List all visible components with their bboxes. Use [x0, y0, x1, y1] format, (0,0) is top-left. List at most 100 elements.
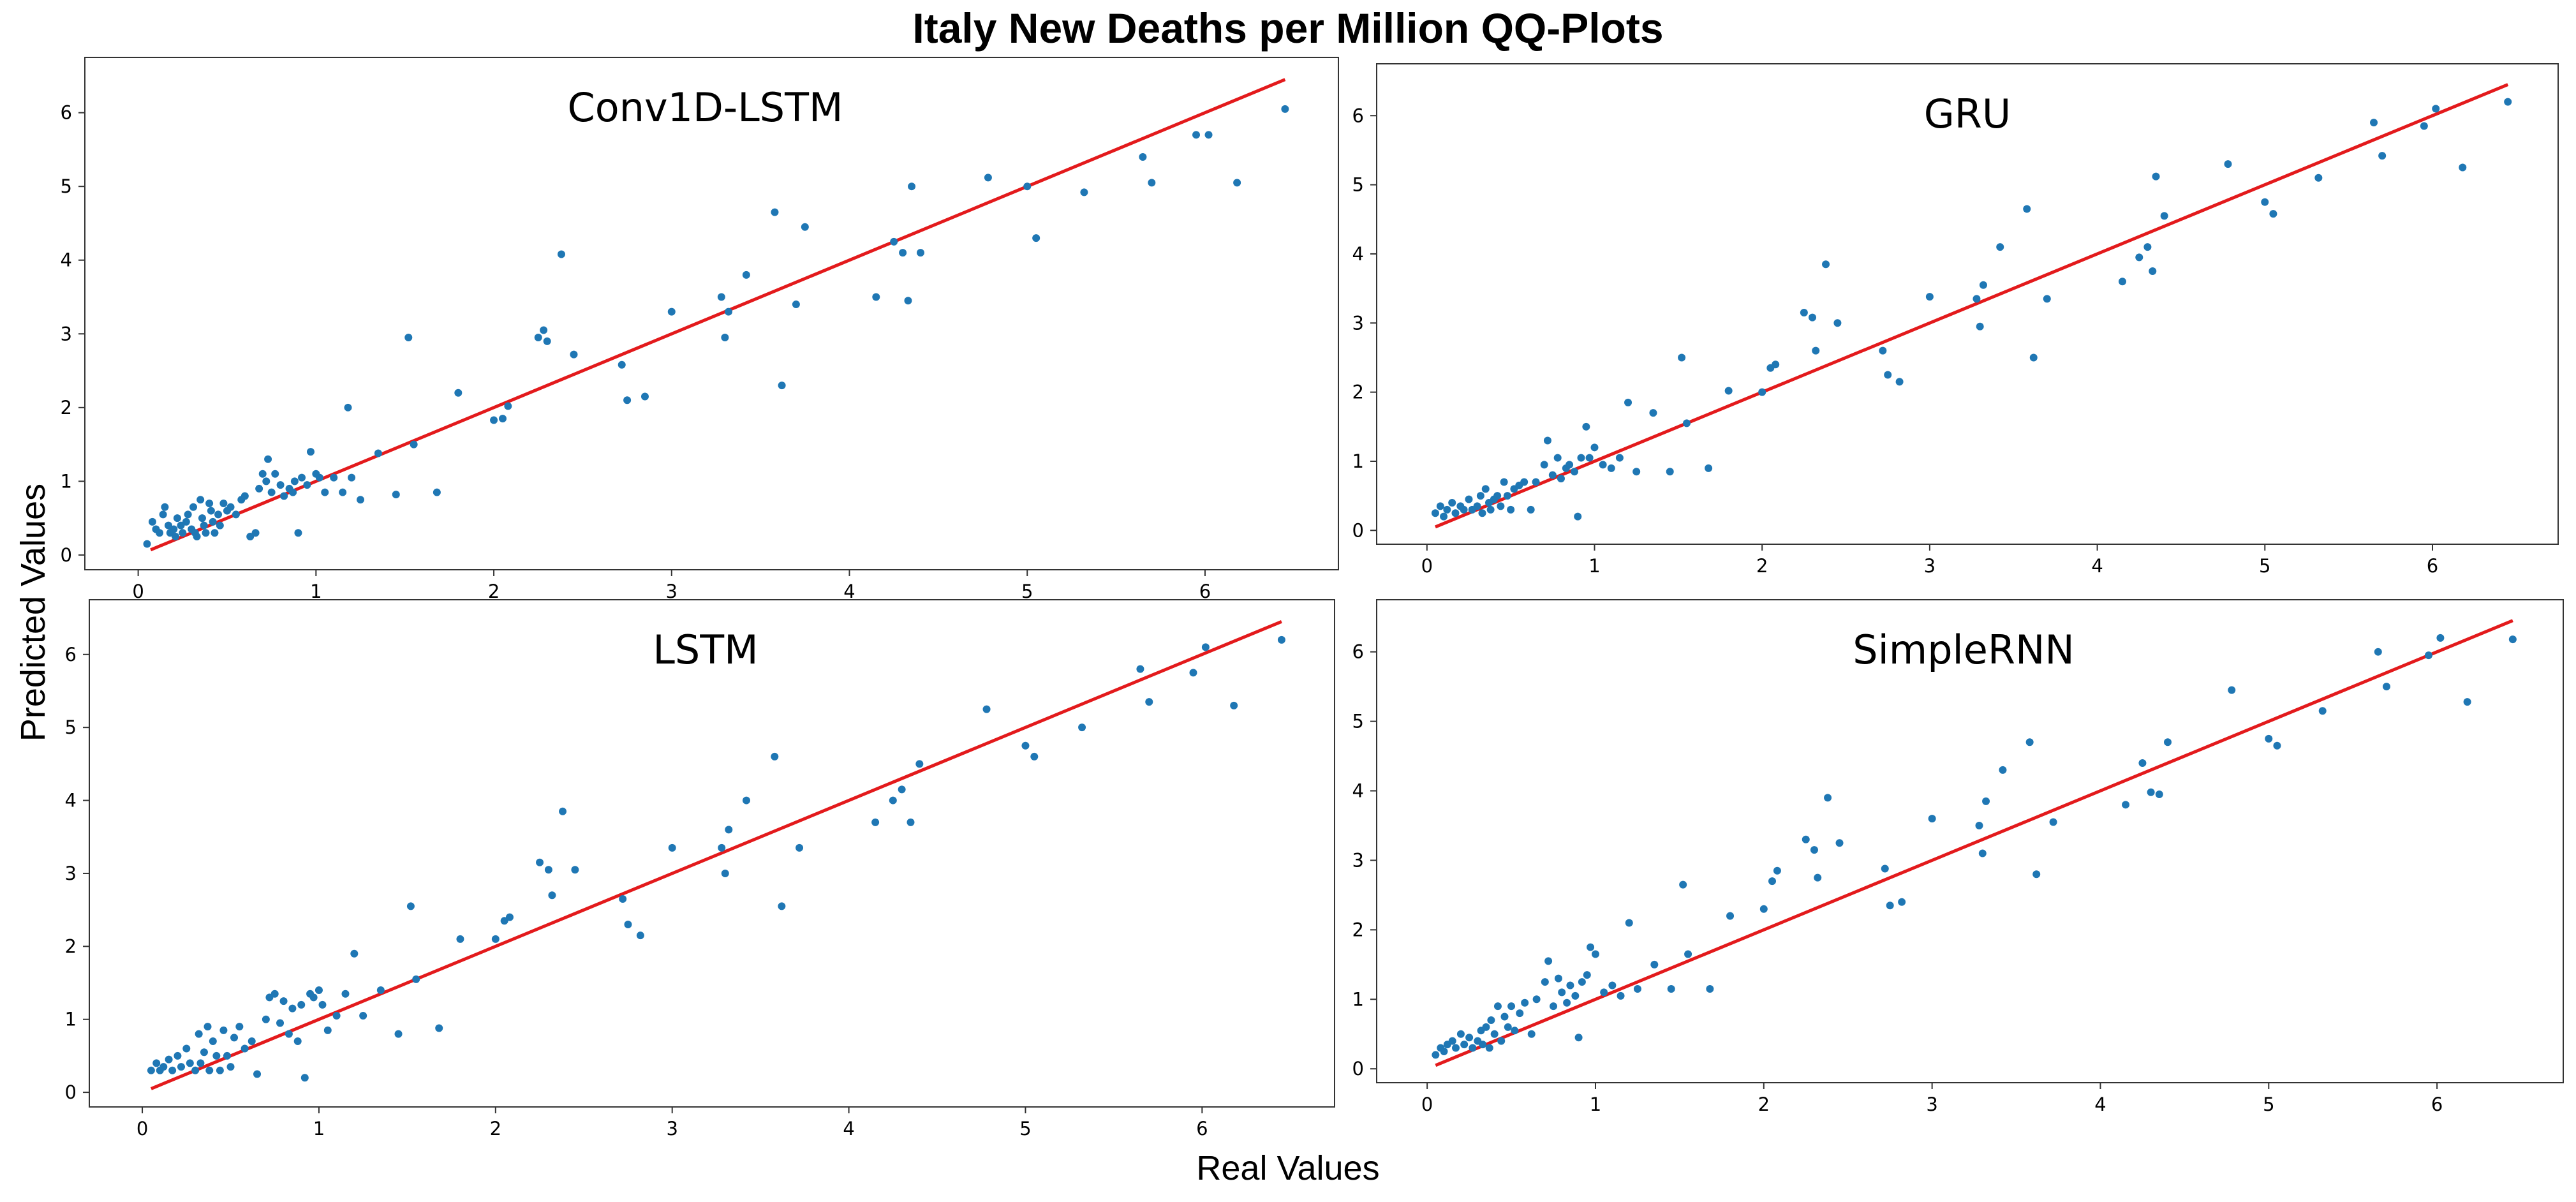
data-point — [2049, 818, 2057, 826]
data-point — [1999, 766, 2007, 774]
data-point — [2436, 634, 2445, 642]
data-point — [668, 843, 676, 852]
data-point — [1667, 984, 1675, 993]
x-tick-label: 4 — [843, 1118, 854, 1139]
data-point — [667, 308, 676, 316]
data-point — [2147, 788, 2155, 796]
data-point — [2043, 295, 2051, 303]
x-tick-label: 0 — [137, 1118, 148, 1139]
data-point — [193, 533, 201, 541]
data-point — [1773, 866, 1781, 875]
data-point — [2143, 243, 2152, 251]
data-point — [725, 826, 733, 834]
data-point — [2314, 174, 2323, 182]
data-point — [1532, 478, 1540, 486]
data-point — [195, 1030, 203, 1038]
y-tick-label: 6 — [61, 102, 72, 124]
data-point — [1814, 873, 1822, 882]
data-point — [2261, 198, 2269, 206]
y-tick-label: 1 — [1352, 988, 1364, 1010]
data-point — [209, 517, 217, 526]
data-point — [1566, 461, 1574, 469]
data-point — [1978, 849, 1987, 857]
data-point — [618, 360, 626, 369]
x-tick-label: 6 — [2427, 555, 2438, 577]
data-point — [2265, 734, 2273, 743]
x-tick-label: 6 — [1196, 1118, 1208, 1139]
data-point — [1080, 188, 1088, 197]
data-point — [1615, 454, 1624, 462]
data-point — [1516, 1009, 1524, 1018]
data-point — [984, 174, 992, 182]
data-point — [235, 1023, 244, 1031]
data-point — [505, 913, 514, 921]
data-point — [771, 208, 779, 216]
data-point — [640, 392, 649, 401]
data-point — [1607, 464, 1615, 472]
data-point — [1758, 388, 1766, 396]
y-tick-label: 0 — [61, 544, 72, 566]
data-point — [2508, 635, 2517, 644]
x-tick-label: 3 — [1926, 1094, 1937, 1115]
data-point — [2269, 210, 2277, 218]
subplot-2: 0 1 2 3 4 5 6 0 1 2 3 4 5 6 GRU — [1352, 63, 2559, 577]
data-point — [219, 1026, 228, 1034]
data-point — [172, 533, 180, 541]
data-point — [1478, 509, 1486, 517]
data-point — [165, 521, 172, 530]
data-point — [917, 249, 924, 257]
x-tick-label: 4 — [2094, 1094, 2106, 1115]
y-tick-label: 2 — [1352, 382, 1364, 403]
data-point — [742, 796, 750, 805]
data-point — [165, 1055, 173, 1064]
data-point — [219, 500, 228, 508]
data-point — [1824, 794, 1832, 802]
data-point — [280, 492, 288, 500]
data-point — [1436, 502, 1444, 510]
data-point — [2378, 152, 2387, 160]
data-point — [200, 521, 208, 530]
data-point — [571, 866, 579, 874]
data-point — [318, 1000, 327, 1009]
data-point — [872, 293, 880, 301]
data-point — [536, 858, 544, 866]
data-point — [915, 760, 924, 768]
data-point — [1532, 995, 1541, 1004]
data-point — [2122, 801, 2130, 809]
y-tick-label: 2 — [1352, 919, 1364, 940]
data-point — [1482, 1023, 1490, 1031]
data-point — [1277, 635, 1285, 644]
data-point — [1833, 319, 1842, 327]
data-point — [1590, 443, 1599, 452]
data-point — [548, 891, 556, 900]
data-point — [1684, 950, 1692, 958]
data-point — [1705, 464, 1713, 472]
data-point — [499, 415, 507, 423]
x-tick-label: 3 — [666, 1118, 677, 1139]
data-point — [1898, 898, 1906, 906]
data-point — [394, 1030, 403, 1038]
data-point — [350, 949, 359, 958]
y-tick-label: 5 — [1352, 174, 1364, 196]
data-point — [1679, 880, 1687, 889]
data-point — [200, 1048, 208, 1057]
data-point — [341, 990, 350, 998]
data-point — [1490, 1030, 1499, 1038]
data-point — [1460, 1041, 1469, 1049]
data-point — [1886, 902, 1894, 910]
data-point — [899, 249, 907, 257]
data-point — [293, 1037, 302, 1046]
data-point — [271, 470, 279, 478]
data-point — [742, 271, 750, 279]
data-point — [1192, 131, 1201, 139]
data-point — [315, 473, 323, 482]
data-point — [456, 935, 464, 943]
data-point — [1204, 131, 1213, 139]
data-point — [204, 1023, 212, 1031]
data-point — [1583, 971, 1591, 979]
data-point — [2149, 267, 2157, 276]
data-point — [182, 1044, 191, 1053]
data-point — [357, 496, 365, 504]
data-point — [433, 488, 441, 496]
data-point — [1281, 105, 1289, 113]
